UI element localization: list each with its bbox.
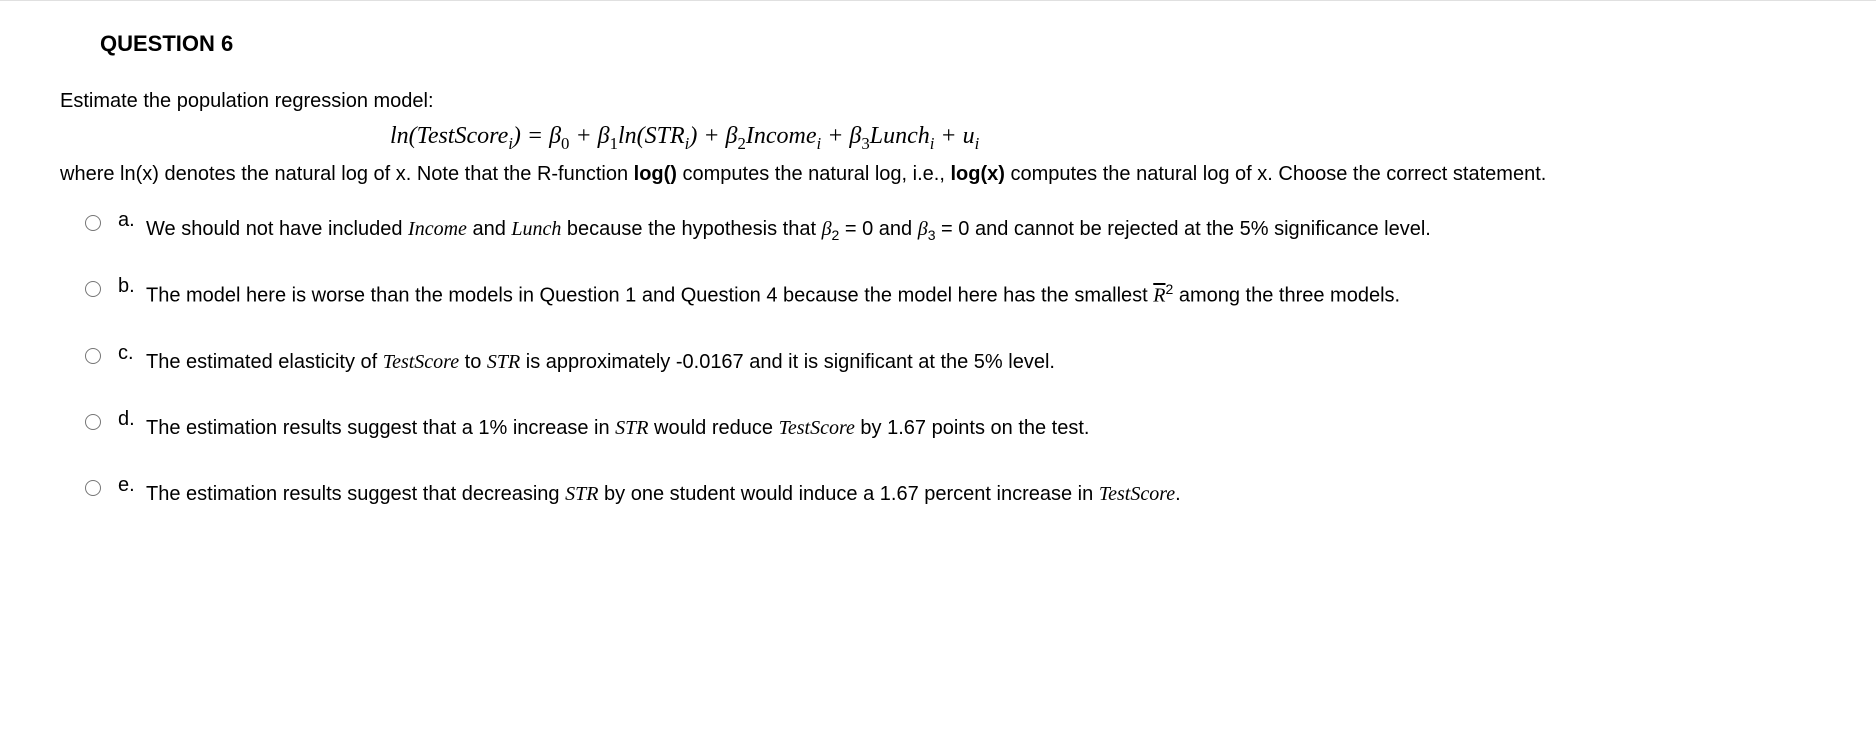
choice-d: d. The estimation results suggest that a… bbox=[80, 407, 1816, 447]
choice-letter: d. bbox=[118, 407, 142, 431]
choices-list: a. We should not have included Income an… bbox=[60, 208, 1816, 513]
radio-e[interactable] bbox=[85, 480, 101, 496]
regression-equation: ln(TestScorei) = β0 + β1ln(STRi) + β2Inc… bbox=[390, 123, 1816, 154]
choice-text: The estimation results suggest that decr… bbox=[146, 473, 1816, 513]
radio-b[interactable] bbox=[85, 281, 101, 297]
choice-a: a. We should not have included Income an… bbox=[80, 208, 1816, 249]
prompt-line-1: Estimate the population regression model… bbox=[60, 87, 1816, 115]
choice-letter: b. bbox=[118, 274, 142, 298]
choice-letter: c. bbox=[118, 341, 142, 365]
radio-c[interactable] bbox=[85, 348, 101, 364]
choice-e: e. The estimation results suggest that d… bbox=[80, 473, 1816, 513]
choice-text: The model here is worse than the models … bbox=[146, 274, 1816, 315]
radio-a[interactable] bbox=[85, 215, 101, 231]
choice-letter: a. bbox=[118, 208, 142, 232]
choice-text: The estimation results suggest that a 1%… bbox=[146, 407, 1816, 447]
radio-c-wrap bbox=[80, 345, 104, 370]
radio-d-wrap bbox=[80, 411, 104, 436]
radio-b-wrap bbox=[80, 278, 104, 303]
choice-letter: e. bbox=[118, 473, 142, 497]
radio-e-wrap bbox=[80, 477, 104, 502]
choice-text: We should not have included Income and L… bbox=[146, 208, 1816, 249]
question-container: QUESTION 6 Estimate the population regre… bbox=[0, 0, 1876, 579]
radio-d[interactable] bbox=[85, 414, 101, 430]
choice-text: The estimated elasticity of TestScore to… bbox=[146, 341, 1816, 381]
radio-a-wrap bbox=[80, 212, 104, 237]
choice-b: b. The model here is worse than the mode… bbox=[80, 274, 1816, 315]
question-heading: QUESTION 6 bbox=[100, 31, 1816, 57]
prompt-line-2: where ln(x) denotes the natural log of x… bbox=[60, 160, 1816, 188]
choice-c: c. The estimated elasticity of TestScore… bbox=[80, 341, 1816, 381]
